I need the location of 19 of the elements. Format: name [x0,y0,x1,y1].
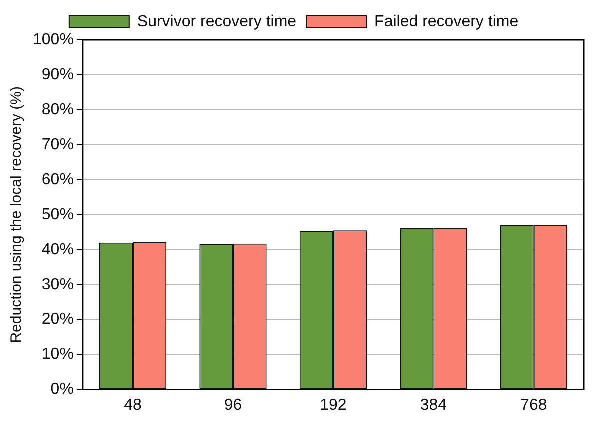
y-tick-label: 60% [42,171,74,188]
y-tick-label: 90% [42,66,74,84]
y-tick-label: 80% [42,101,74,118]
y-tick-label: 50% [42,206,74,224]
y-tick-label: 0% [50,381,74,398]
y-tick-label: 70% [42,136,74,154]
legend-label: Survivor recovery time [137,13,297,30]
y-tick-label: 20% [42,311,74,328]
y-tick-label: 10% [42,346,74,364]
x-tick-label: 384 [420,396,448,414]
y-axis-title: Reduction using the local recovery (%) [8,86,26,344]
x-tick-label: 192 [320,396,347,414]
legend-label: Failed recovery time [374,13,519,30]
y-tick-label: 30% [42,276,74,294]
y-tick-label: 100% [33,31,74,48]
y-tick-label: 40% [42,241,74,258]
x-tick-label: 48 [124,396,142,414]
x-tick-label: 768 [520,396,548,414]
x-tick-label: 96 [224,396,242,414]
